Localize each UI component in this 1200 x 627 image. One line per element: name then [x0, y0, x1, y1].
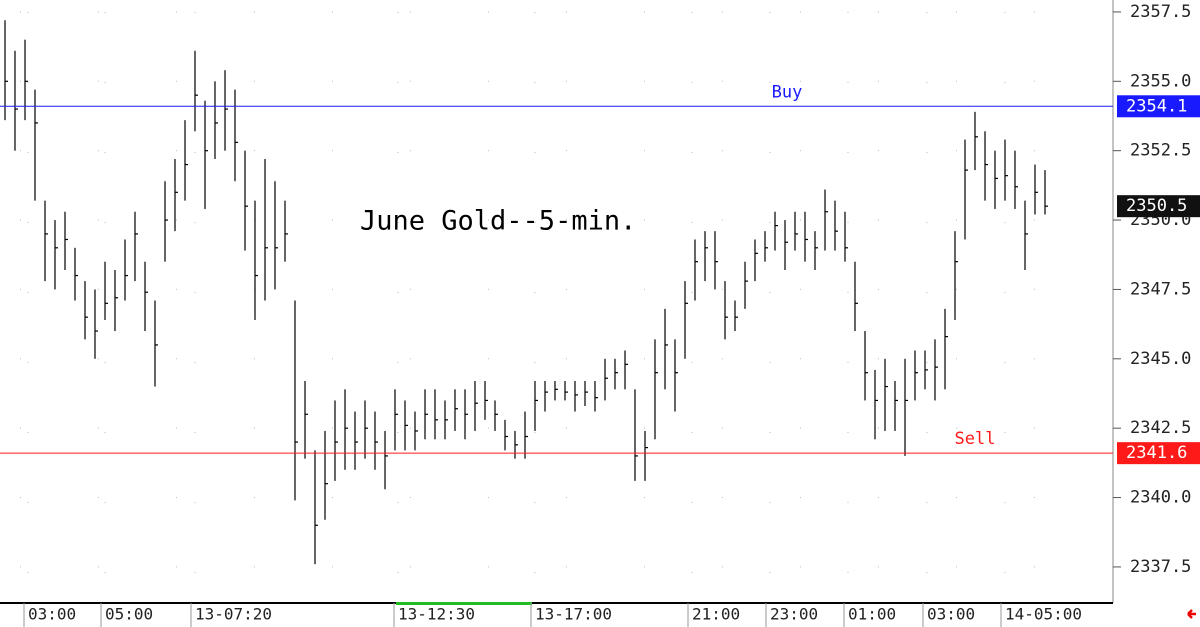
y-tick-label: 2355.0 [1130, 71, 1191, 91]
x-tick-label: 13-07:20 [195, 605, 272, 624]
last-price-box [1117, 195, 1200, 218]
x-tick-label: 13-17:00 [535, 605, 612, 624]
y-tick-label: 2352.5 [1130, 141, 1191, 161]
x-tick-label: 23:00 [770, 605, 818, 624]
chart-title: June Gold--5-min. [360, 206, 636, 237]
x-tick-label: 05:00 [105, 605, 153, 624]
level-price-box [1117, 95, 1200, 118]
x-tick-label: 14-05:00 [1005, 605, 1082, 624]
y-tick-label: 2347.5 [1130, 279, 1191, 299]
y-tick-label: 2337.5 [1130, 557, 1191, 577]
y-tick-label: 2357.5 [1130, 2, 1191, 22]
x-tick-label: 21:00 [692, 605, 740, 624]
level-price-box [1117, 442, 1200, 465]
y-tick-label: 2342.5 [1130, 418, 1191, 438]
level-price: 2354.1 [1126, 96, 1187, 116]
x-tick-label: 01:00 [848, 605, 896, 624]
level-price: 2341.6 [1126, 443, 1187, 463]
level-name: Buy [772, 82, 803, 102]
level-name: Sell [955, 429, 996, 449]
x-tick-label: 03:00 [28, 605, 76, 624]
last-price: 2350.5 [1126, 196, 1187, 216]
y-tick-label: 2340.0 [1130, 488, 1191, 508]
scroll-arrow[interactable] [1187, 609, 1196, 619]
x-tick-label: 03:00 [927, 605, 975, 624]
y-tick-label: 2345.0 [1130, 349, 1191, 369]
x-tick-label: 13-12:30 [398, 605, 475, 624]
session-highlight [396, 602, 532, 605]
